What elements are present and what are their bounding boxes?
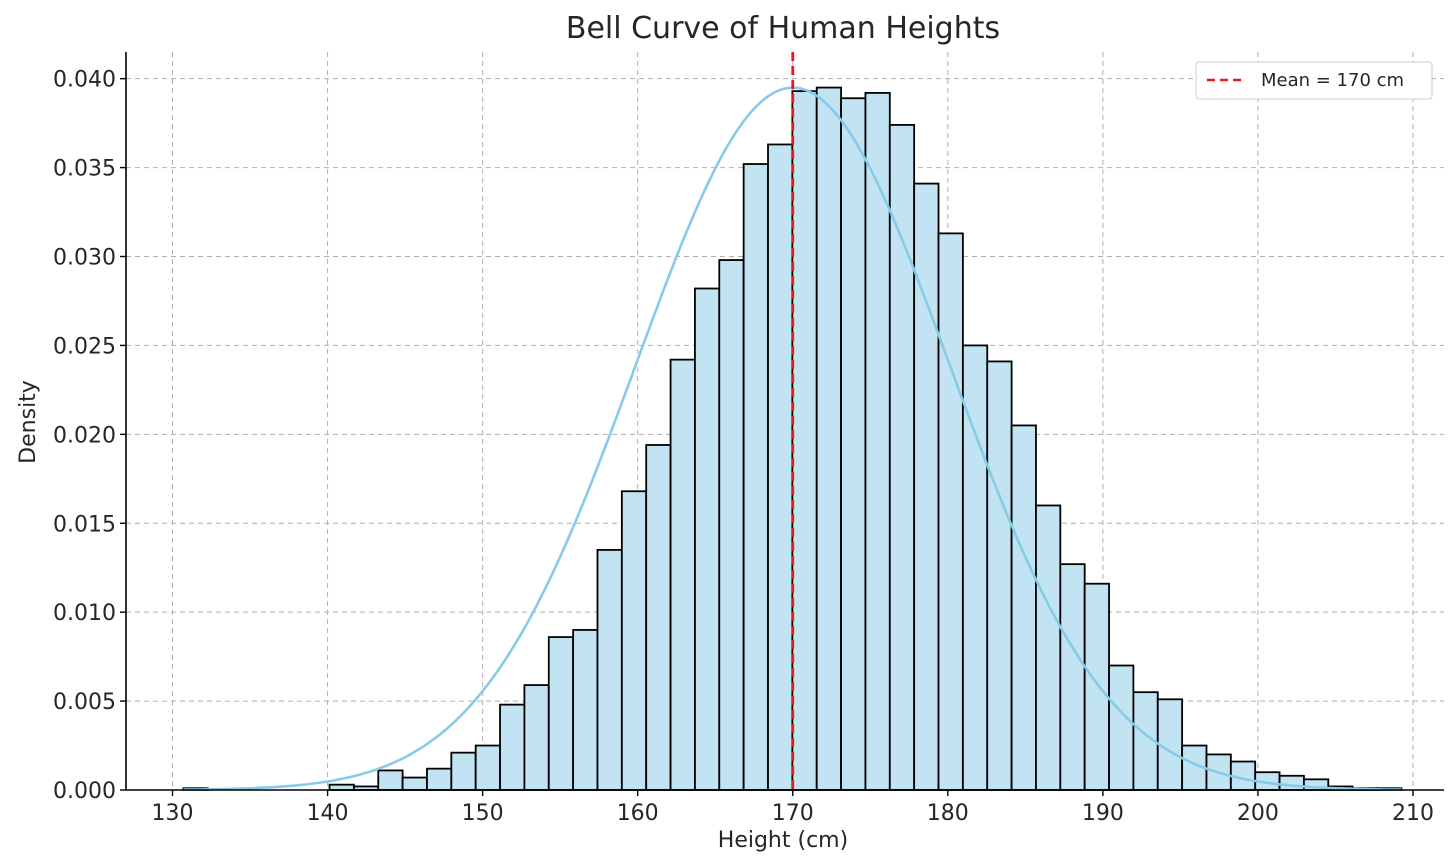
y-tick-label: 0.000: [53, 779, 116, 804]
histogram-bar: [767, 143, 794, 791]
x-tick-label: 180: [927, 801, 969, 826]
y-tick-label: 0.025: [53, 334, 116, 359]
histogram-bar: [913, 182, 940, 791]
histogram-bar: [791, 90, 818, 791]
y-tick-label: 0.010: [53, 601, 116, 626]
histogram-bar: [840, 97, 867, 791]
x-tick-label: 200: [1237, 801, 1279, 826]
x-tick-label: 150: [462, 801, 504, 826]
x-tick-label: 170: [772, 801, 814, 826]
y-tick-label: 0.030: [53, 246, 116, 271]
histogram-bar: [523, 684, 550, 791]
legend-mean-label: Mean = 170 cm: [1261, 70, 1404, 91]
histogram-bar: [645, 444, 672, 791]
histogram-bar: [937, 232, 964, 791]
histogram-bar: [572, 629, 599, 791]
histogram-bar: [596, 549, 623, 791]
x-tick-label: 160: [617, 801, 659, 826]
x-tick-label: 210: [1392, 801, 1434, 826]
histogram-bars: [182, 86, 1403, 791]
histogram-bar: [1083, 582, 1110, 791]
legend: Mean = 170 cm: [1195, 61, 1433, 100]
y-tick-label: 0.015: [53, 512, 116, 537]
histogram-bar: [401, 776, 428, 791]
histogram-bar: [718, 259, 745, 791]
x-axis-label: Height (cm): [718, 828, 848, 853]
histogram-bar: [426, 767, 453, 791]
y-tick-label: 0.035: [53, 157, 116, 182]
histogram-bar: [986, 360, 1013, 791]
axes: 130 140 150 160 170 180 190 200 210 0.000 0.005 0.0…: [53, 52, 1444, 826]
legend-box: [1195, 61, 1433, 100]
x-tick-label: 130: [152, 801, 194, 826]
y-tick-label: 0.040: [53, 68, 116, 93]
histogram-bar: [450, 751, 477, 791]
histogram-bar: [1108, 664, 1135, 791]
histogram-bar: [1059, 563, 1086, 791]
x-tick-label: 140: [307, 801, 349, 826]
histogram-bar: [864, 92, 891, 791]
histogram-bar: [669, 358, 696, 791]
x-tick-label: 190: [1082, 801, 1124, 826]
histogram-bar: [1010, 424, 1037, 791]
histogram-bar: [815, 86, 842, 791]
histogram-bar: [620, 490, 648, 791]
histogram-bar: [1035, 504, 1062, 791]
histogram-bar: [547, 636, 575, 791]
histogram-bar: [328, 783, 355, 791]
histogram-bar: [1278, 774, 1305, 791]
histogram-bar: [499, 703, 526, 791]
y-tick-label: 0.005: [53, 690, 116, 715]
histogram-bar: [742, 163, 769, 791]
y-axis-label: Density: [16, 380, 41, 464]
histogram-bar: [474, 744, 501, 791]
histogram-bar: [888, 124, 916, 791]
histogram-bar: [694, 287, 721, 791]
histogram-bar: [377, 769, 404, 791]
chart-title: Bell Curve of Human Heights: [566, 11, 1000, 46]
y-tick-label: 0.020: [53, 423, 116, 448]
